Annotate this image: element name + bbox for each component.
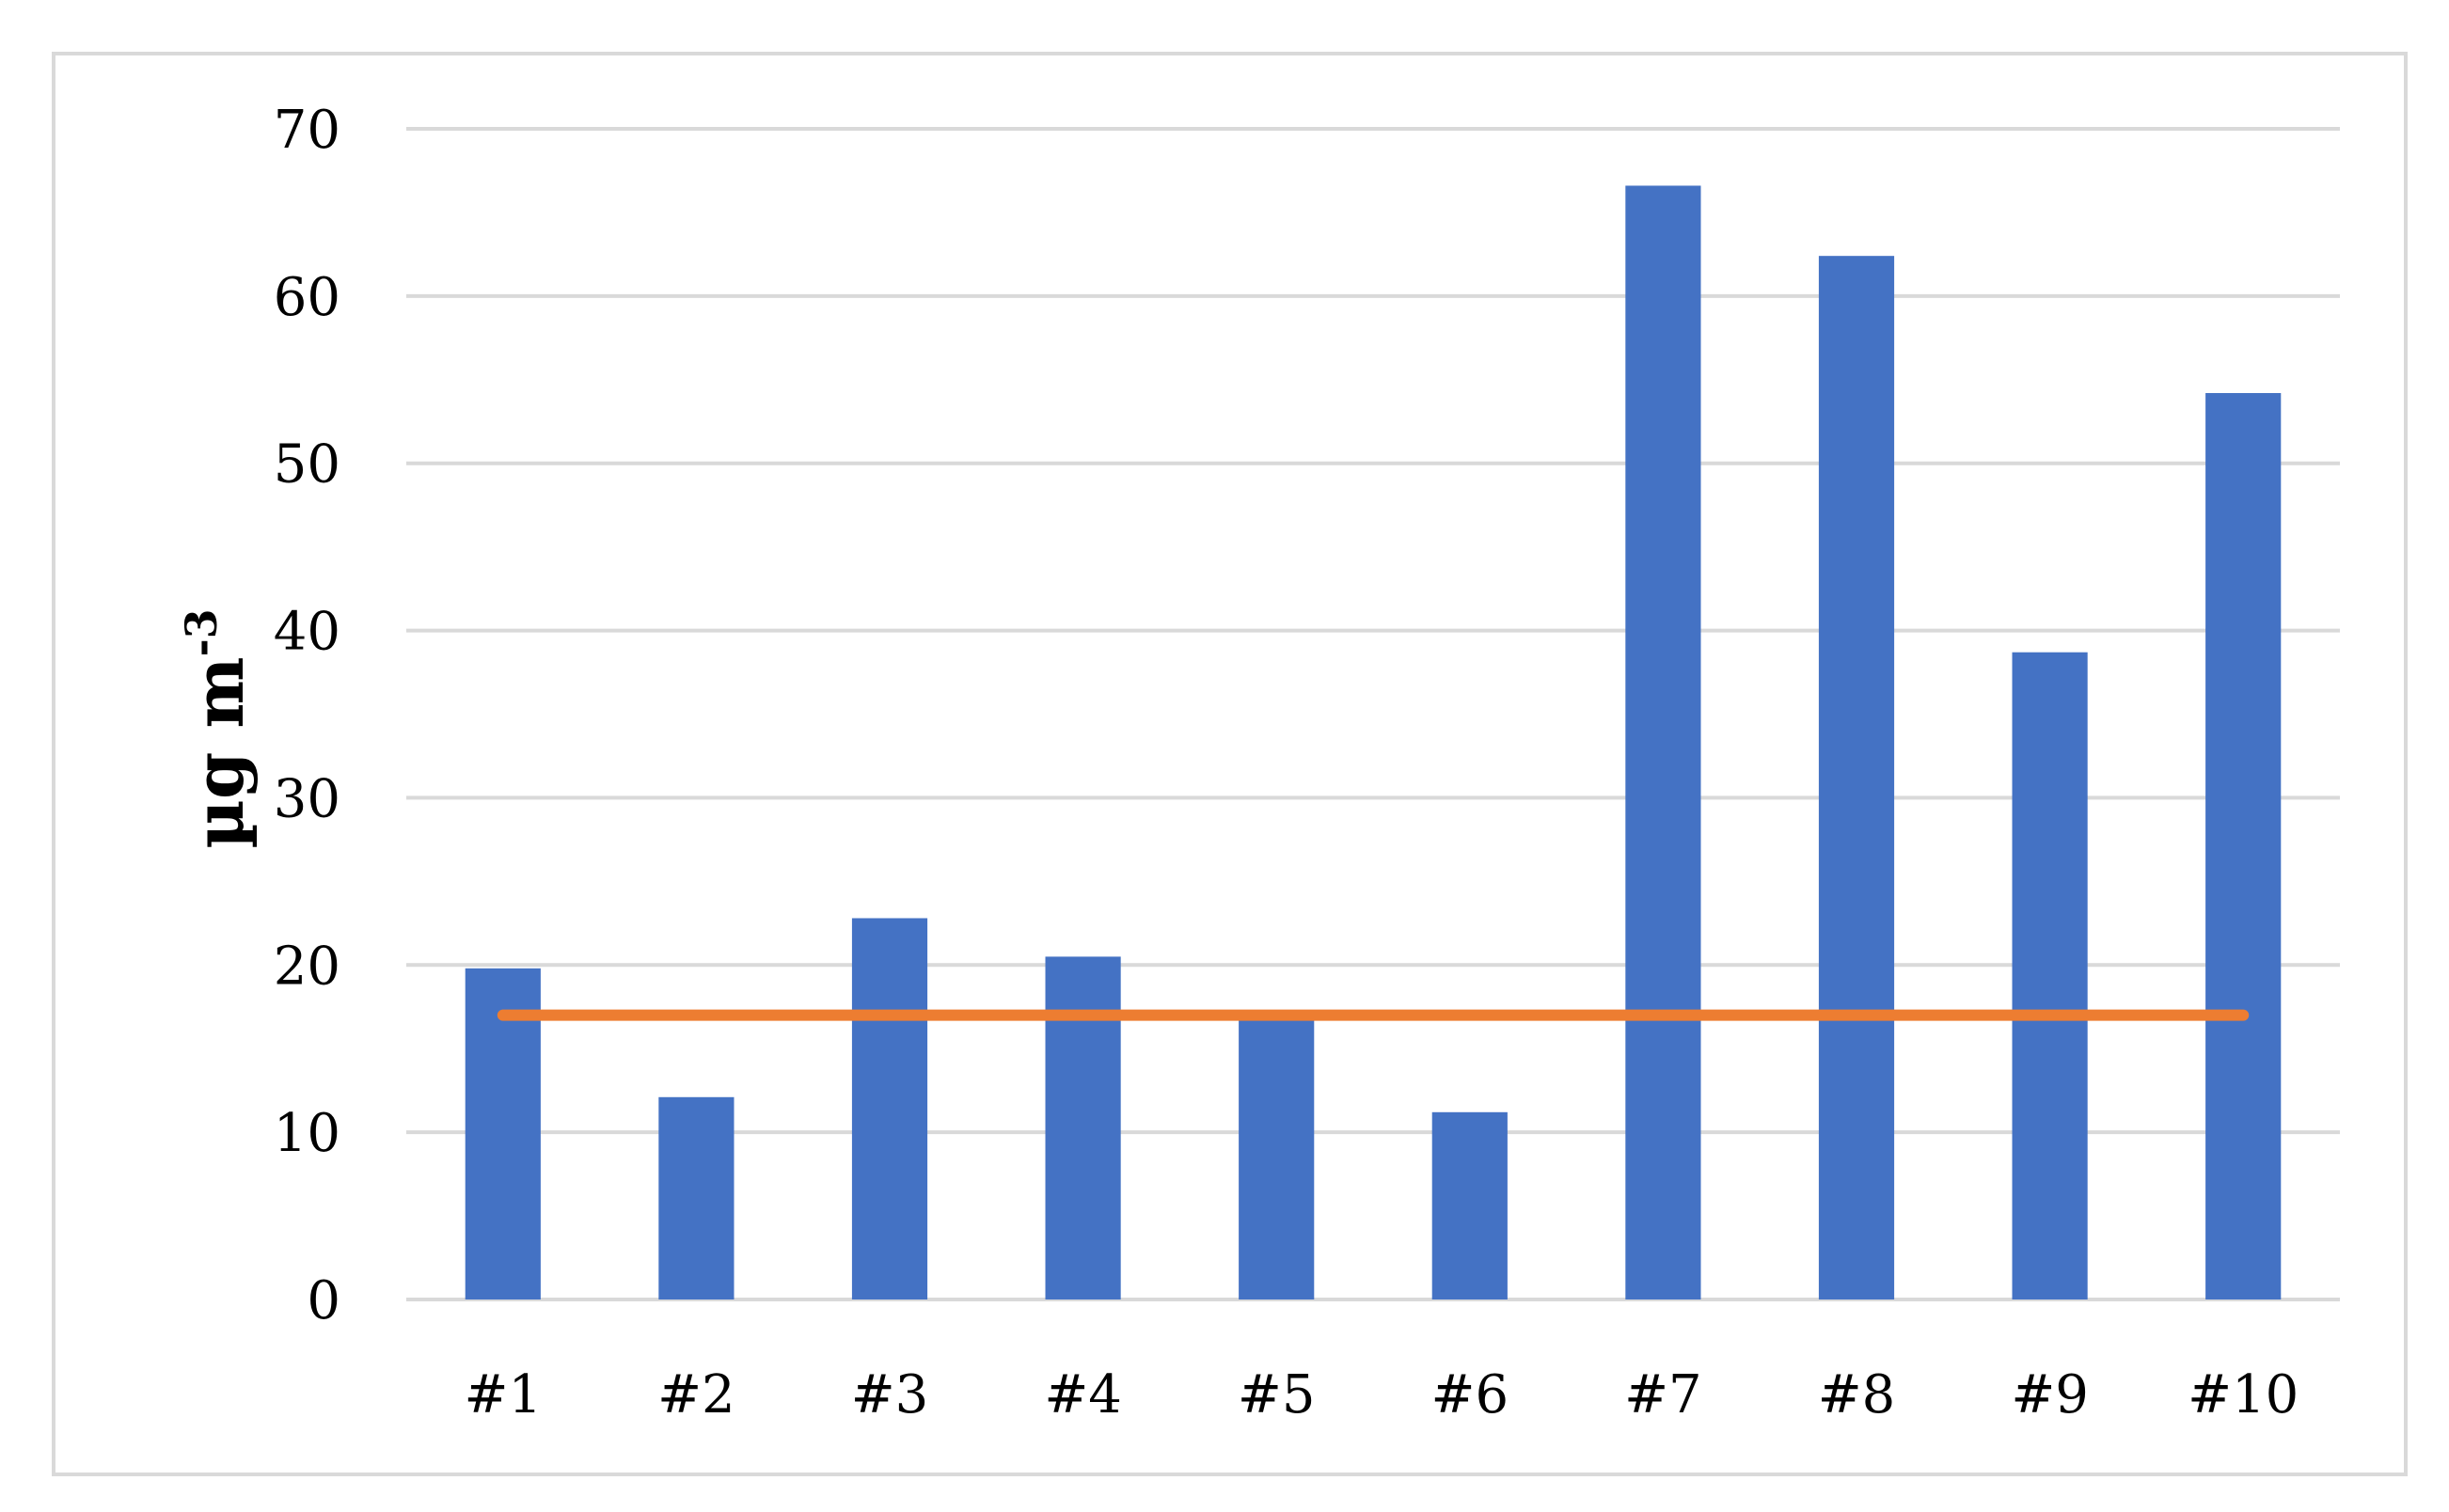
y-tick-labels: 0 10 20 30 40 50 60 70 <box>274 100 340 1331</box>
x-tick-label: #4 <box>1044 1364 1122 1425</box>
x-tick-label: #6 <box>1431 1364 1509 1425</box>
bar-5 <box>1239 1015 1315 1299</box>
x-tick-label: #7 <box>1624 1364 1702 1425</box>
y-axis-title-superscript: -3 <box>176 608 227 656</box>
bar-4 <box>1045 956 1121 1299</box>
y-tick-label: 30 <box>274 768 340 829</box>
y-tick-label: 20 <box>274 936 340 997</box>
y-tick-label: 10 <box>274 1103 340 1164</box>
bar-8 <box>1818 256 1895 1300</box>
bar-1 <box>465 968 541 1299</box>
x-tick-label: #9 <box>2011 1364 2089 1425</box>
y-tick-label: 40 <box>274 602 340 663</box>
y-axis-title-text: µg m <box>179 656 259 848</box>
bar-2 <box>658 1096 735 1299</box>
y-axis-title: µg m-3 <box>176 608 259 848</box>
bar-10 <box>2205 393 2282 1299</box>
bar-3 <box>851 918 928 1299</box>
y-tick-label: 60 <box>274 267 340 328</box>
bar-7 <box>1625 185 1701 1299</box>
x-tick-label: #3 <box>851 1364 929 1425</box>
bars <box>465 185 2282 1300</box>
bar-9 <box>2012 652 2088 1299</box>
x-tick-label: #5 <box>1238 1364 1316 1425</box>
bar-6 <box>1431 1111 1508 1299</box>
x-tick-label: #1 <box>465 1364 543 1425</box>
x-tick-label: #8 <box>1818 1364 1896 1425</box>
y-tick-label: 50 <box>274 434 340 496</box>
y-tick-label: 0 <box>307 1270 340 1331</box>
y-tick-label: 70 <box>274 100 340 161</box>
x-tick-labels: #1 #2 #3 #4 #5 #6 #7 #8 #9 #10 <box>465 1364 2299 1425</box>
x-tick-label: #10 <box>2188 1364 2299 1425</box>
x-tick-label: #2 <box>657 1364 735 1425</box>
